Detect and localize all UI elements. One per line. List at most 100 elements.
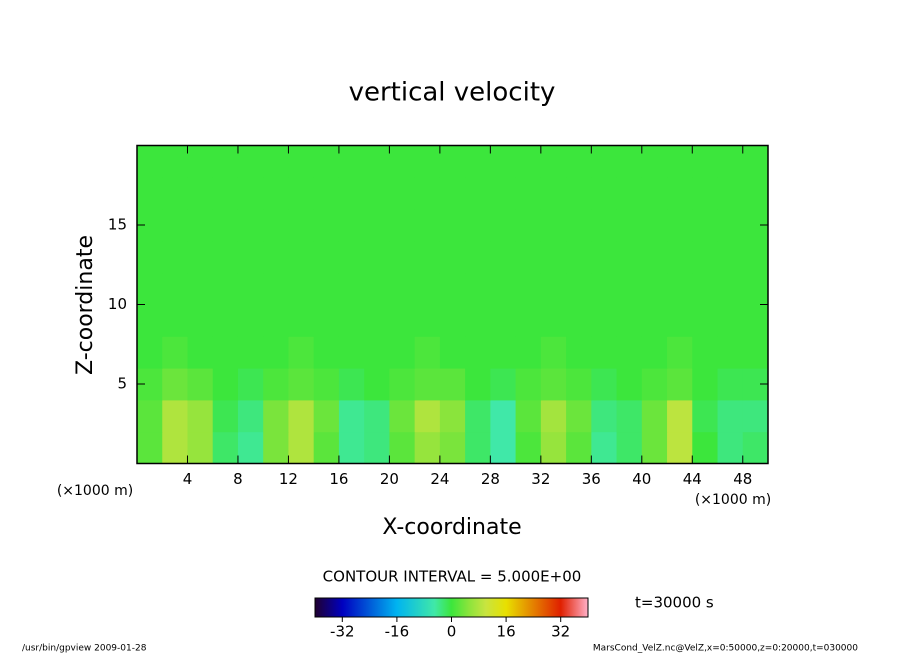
heatmap-cell xyxy=(313,209,340,242)
heatmap-cell xyxy=(465,304,491,337)
heatmap-cell xyxy=(566,240,592,274)
heatmap-cell xyxy=(490,177,517,210)
heatmap-cell xyxy=(162,304,188,337)
x-tick-label: 4 xyxy=(183,470,193,488)
heatmap-cell xyxy=(616,431,643,464)
heatmap-cell xyxy=(667,304,693,337)
heatmap-cell xyxy=(237,209,264,242)
heatmap-cell xyxy=(591,209,618,242)
heatmap-cell xyxy=(515,336,542,369)
heatmap-cell xyxy=(717,240,744,274)
heatmap-cell xyxy=(515,304,542,337)
heatmap-cell xyxy=(566,145,592,178)
heatmap-cell xyxy=(137,304,163,337)
heatmap-cell xyxy=(137,177,163,210)
heatmap-cell xyxy=(162,209,188,242)
heatmap-cell xyxy=(667,336,693,369)
heatmap-cell xyxy=(616,209,643,242)
heatmap-cell xyxy=(515,272,542,305)
heatmap-cell xyxy=(288,240,315,274)
y-tick-label: 5 xyxy=(117,375,127,393)
x-unit: (×1000 m) xyxy=(695,492,771,508)
heatmap-cell xyxy=(616,336,643,369)
heatmap-cell xyxy=(490,336,517,369)
heatmap-cell xyxy=(212,368,239,401)
heatmap-cell xyxy=(414,177,441,210)
heatmap-cell xyxy=(515,368,542,401)
heatmap-cell xyxy=(692,209,719,242)
x-tick-label: 20 xyxy=(380,470,399,488)
heatmap-cell xyxy=(540,240,567,274)
heatmap-cell xyxy=(389,304,416,337)
heatmap-cell xyxy=(667,272,693,305)
heatmap-cell xyxy=(288,368,315,401)
heatmap-cell xyxy=(566,399,592,433)
heatmap-cell xyxy=(540,177,567,210)
heatmap-cell xyxy=(288,209,315,242)
colorbar xyxy=(314,597,589,618)
heatmap-cell xyxy=(591,272,618,305)
heatmap-cell xyxy=(288,431,315,464)
heatmap-cell xyxy=(237,399,264,433)
heatmap-cell xyxy=(566,336,592,369)
heatmap-cell xyxy=(591,145,618,178)
heatmap-cell xyxy=(742,177,769,210)
heatmap-cell xyxy=(414,304,441,337)
contour-interval: CONTOUR INTERVAL = 5.000E+00 xyxy=(323,568,582,586)
heatmap-cell xyxy=(187,209,214,242)
heatmap-cell xyxy=(313,145,340,178)
y-tick-label: 10 xyxy=(108,295,127,313)
heatmap-cell xyxy=(591,431,618,464)
heatmap-cell xyxy=(263,177,289,210)
heatmap-cell xyxy=(263,431,289,464)
x-tick-label: 24 xyxy=(430,470,449,488)
heatmap-cell xyxy=(641,368,668,401)
heatmap-cell xyxy=(414,431,441,464)
heatmap-cell xyxy=(540,431,567,464)
y-unit: (×1000 m) xyxy=(57,483,133,499)
heatmap-cell xyxy=(641,399,668,433)
heatmap-cell xyxy=(717,177,744,210)
heatmap-cell xyxy=(187,272,214,305)
heatmap-cell xyxy=(389,399,416,433)
heatmap-cell xyxy=(742,399,769,433)
heatmap-cell xyxy=(313,304,340,337)
heatmap-cell xyxy=(490,145,517,178)
heatmap-cell xyxy=(490,399,517,433)
heatmap-cell xyxy=(465,177,491,210)
heatmap-cell xyxy=(187,304,214,337)
x-tick-label: 16 xyxy=(329,470,348,488)
heatmap-cell xyxy=(717,431,744,464)
heatmap-cell xyxy=(162,399,188,433)
heatmap-cell xyxy=(162,272,188,305)
heatmap-cell xyxy=(212,336,239,369)
heatmap-cell xyxy=(338,209,365,242)
heatmap-cell xyxy=(212,272,239,305)
heatmap-cell xyxy=(717,368,744,401)
x-tick-label: 8 xyxy=(233,470,243,488)
x-tick-label: 48 xyxy=(733,470,752,488)
heatmap-cell xyxy=(137,399,163,433)
heatmap-cell xyxy=(338,145,365,178)
heatmap-cell xyxy=(389,368,416,401)
heatmap-cell xyxy=(364,145,390,178)
heatmap-cell xyxy=(187,368,214,401)
colorbar-tick-label: -16 xyxy=(385,623,410,641)
heatmap-cell xyxy=(616,399,643,433)
heatmap-cell xyxy=(237,368,264,401)
heatmap-cell xyxy=(641,177,668,210)
heatmap-cell xyxy=(692,368,719,401)
heatmap-cell xyxy=(591,399,618,433)
heatmap-cell xyxy=(187,399,214,433)
heatmap-cell xyxy=(566,304,592,337)
heatmap-cell xyxy=(288,336,315,369)
heatmap-cell xyxy=(212,209,239,242)
heatmap-cell xyxy=(591,368,618,401)
heatmap-cell xyxy=(742,272,769,305)
heatmap-cell xyxy=(490,272,517,305)
heatmap-cell xyxy=(465,368,491,401)
heatmap-cell xyxy=(490,240,517,274)
x-tick-label: 12 xyxy=(279,470,298,488)
heatmap-cell xyxy=(389,145,416,178)
heatmap-cell xyxy=(389,272,416,305)
